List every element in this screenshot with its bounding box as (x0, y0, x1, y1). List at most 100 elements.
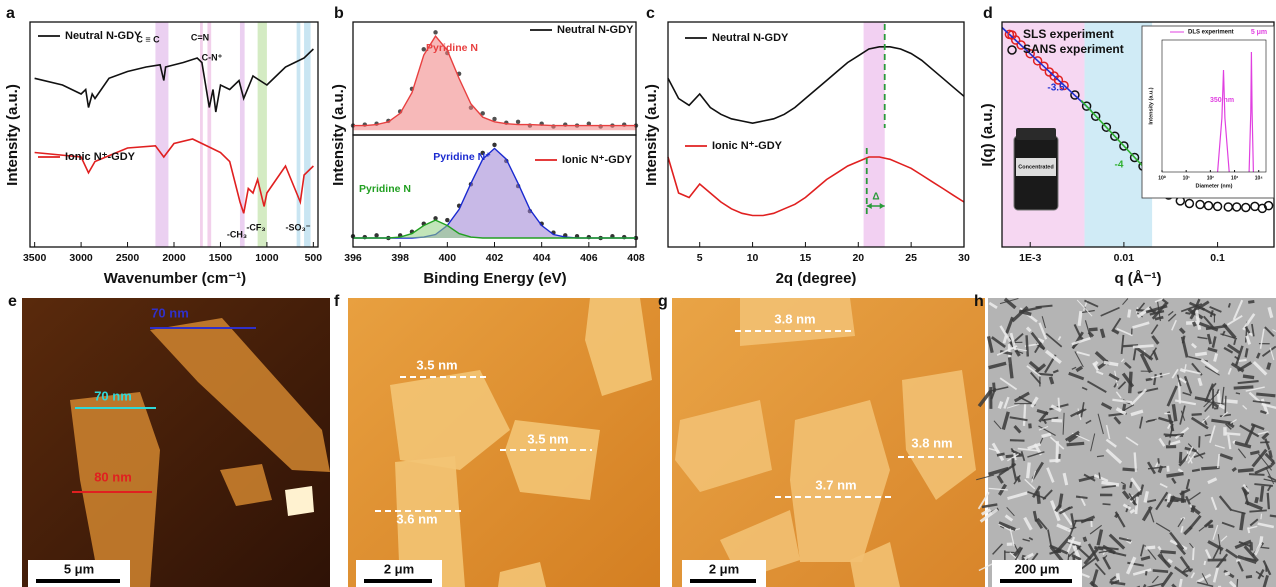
texture (1149, 309, 1165, 316)
texture (1145, 545, 1156, 550)
texture (1049, 458, 1061, 463)
texture (1030, 396, 1039, 408)
texture (1189, 542, 1194, 549)
texture (1250, 423, 1265, 431)
texture (1191, 412, 1202, 416)
texture (1242, 404, 1248, 410)
texture (1157, 465, 1164, 474)
texture (1139, 353, 1153, 374)
texture (1260, 546, 1270, 549)
texture (1231, 466, 1237, 472)
texture (1054, 503, 1062, 513)
texture (1036, 372, 1054, 377)
data-point (1016, 40, 1026, 50)
legend-label: Neutral N-GDY (65, 30, 142, 42)
texture (1109, 575, 1117, 582)
texture (988, 466, 1009, 476)
texture (1252, 400, 1271, 404)
texture (981, 503, 998, 509)
texture (1249, 450, 1260, 456)
texture (1197, 377, 1203, 387)
texture (1013, 546, 1023, 557)
texture (1090, 433, 1096, 452)
texture (1209, 425, 1216, 444)
texture (1242, 483, 1250, 493)
x-tick-label: 398 (391, 252, 409, 264)
texture (998, 521, 1016, 532)
texture (1177, 468, 1184, 474)
legend-label: Ionic N⁺-GDY (712, 140, 783, 152)
texture (1230, 419, 1237, 424)
texture (1133, 452, 1138, 473)
x-tick-label: 406 (580, 252, 598, 264)
texture (1122, 298, 1129, 306)
texture (1120, 358, 1125, 363)
texture (1248, 299, 1255, 304)
texture (1197, 336, 1208, 340)
texture (1180, 303, 1203, 313)
texture (1234, 355, 1240, 360)
texture (1233, 338, 1237, 346)
texture (1257, 568, 1265, 580)
texture (1148, 347, 1158, 360)
x-tick-label: 5 (697, 252, 703, 264)
texture (1196, 573, 1212, 584)
texture (1024, 478, 1036, 490)
texture (976, 474, 995, 481)
texture (1192, 547, 1195, 561)
texture (1207, 477, 1218, 485)
texture (1223, 346, 1234, 354)
thickness-label: 3.7 nm (815, 477, 856, 492)
texture (1134, 496, 1139, 515)
texture (1099, 328, 1106, 339)
texture (1147, 418, 1157, 422)
texture (1155, 522, 1171, 532)
texture (1027, 490, 1047, 500)
texture (1239, 512, 1246, 531)
texture (1030, 371, 1042, 385)
y-axis-label: Intensity (a.u.) (330, 84, 347, 186)
texture (1086, 380, 1107, 393)
texture (1261, 345, 1276, 357)
texture (1183, 568, 1193, 574)
texture (1158, 416, 1174, 424)
x-tick-label: 10³ (1231, 175, 1239, 181)
texture (1071, 366, 1077, 370)
texture (1254, 496, 1259, 504)
texture (1174, 426, 1190, 440)
flake (220, 464, 272, 506)
texture (1154, 315, 1164, 321)
series-line (667, 46, 965, 125)
series-line (1217, 69, 1230, 173)
texture (1225, 423, 1232, 430)
panel-label: e (8, 293, 17, 310)
texture (1222, 322, 1237, 339)
texture (1031, 470, 1037, 483)
legend-marker (1007, 45, 1017, 55)
texture (1245, 386, 1265, 392)
texture (1227, 434, 1232, 450)
texture (1101, 480, 1120, 487)
texture (1168, 440, 1171, 446)
texture (1190, 416, 1209, 430)
texture (1169, 495, 1187, 503)
texture (1262, 560, 1272, 576)
texture (1136, 305, 1153, 319)
fit-curve (353, 34, 636, 127)
texture (1129, 481, 1133, 489)
annotation: Δ (872, 192, 879, 203)
texture (1169, 531, 1185, 551)
texture (1130, 409, 1144, 417)
texture (1139, 416, 1144, 429)
x-tick-label: 10² (1207, 175, 1215, 181)
texture (1048, 376, 1055, 385)
texture (988, 301, 998, 309)
texture (986, 336, 994, 354)
texture (1049, 544, 1069, 555)
texture (1153, 374, 1157, 386)
texture (1227, 302, 1231, 308)
texture (1216, 389, 1220, 394)
texture (1228, 580, 1238, 587)
texture (1166, 465, 1170, 472)
texture (1178, 377, 1187, 384)
